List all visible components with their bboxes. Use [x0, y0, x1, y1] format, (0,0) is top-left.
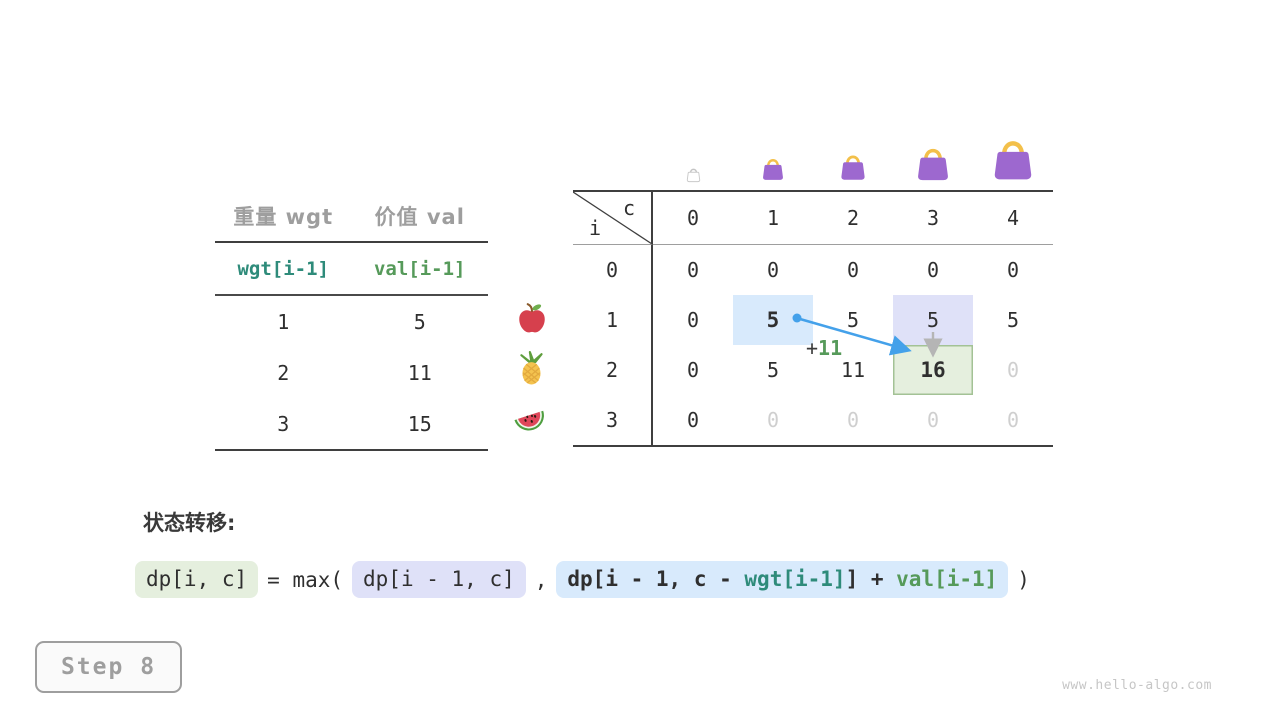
bag-empty-icon: [686, 168, 701, 183]
row-header-0: 0: [573, 245, 653, 295]
take-term-mid: ] +: [845, 567, 897, 591]
dp-cell-0-2: 0: [846, 258, 860, 282]
dp-cell-2-2: 11: [840, 358, 866, 382]
dp-cell-0-0: 0: [686, 258, 700, 282]
col-header-1: 1: [733, 192, 813, 245]
item-weight: 2: [277, 360, 290, 385]
item-var-label: i: [589, 216, 602, 240]
weight-column-header: 重量 wgt: [233, 204, 334, 229]
pineapple-icon: [520, 351, 543, 385]
step-badge: Step 8: [35, 641, 182, 693]
col-header-0: 0: [653, 192, 733, 245]
dp-cell-0-3: 0: [926, 258, 940, 282]
take-term-wgt: wgt[i-1]: [744, 567, 846, 591]
formula-option-take-term: dp[i - 1, c - wgt[i-1]] + val[i-1]: [556, 561, 1009, 599]
plus-sign: +: [806, 336, 819, 360]
formula-close-paren: ): [1017, 567, 1030, 592]
col-header-2: 2: [813, 192, 893, 245]
item-row-1: 1 5: [215, 296, 488, 347]
dp-cell-3-2: 0: [846, 408, 860, 432]
dp-cell-2-0: 0: [686, 358, 700, 382]
formula-result-term: dp[i, c]: [135, 561, 259, 599]
item-row-2: 2 11: [215, 347, 488, 398]
add-value-annotation: +11: [806, 336, 842, 360]
item-value: 15: [407, 411, 432, 436]
dp-cell-2-3-target-highlight: 16: [893, 345, 973, 395]
row-header-2: 2: [573, 345, 653, 395]
divider: [215, 294, 488, 296]
take-term-prefix: dp[i - 1, c -: [567, 567, 745, 591]
dp-cell-0-1: 0: [766, 258, 780, 282]
bag-icon-medium: [841, 155, 865, 180]
dp-cell-1-4: 5: [1006, 308, 1020, 332]
dp-cell-3-3: 0: [926, 408, 940, 432]
item-value: 11: [407, 360, 432, 385]
formula-option-skip-term: dp[i - 1, c]: [352, 561, 526, 599]
divider: [215, 449, 488, 451]
dp-cell-3-1: 0: [766, 408, 780, 432]
watermelon-icon: [514, 410, 544, 431]
dp-table-corner: c i: [573, 192, 653, 245]
dp-table: c i 0 1 2 3 4 0 0 0 0 0 0 1 0 5 5 5 5 2 …: [573, 190, 1053, 447]
row-header-1: 1: [573, 295, 653, 345]
col-header-3: 3: [893, 192, 973, 245]
formula-equals-max: = max(: [267, 567, 344, 592]
items-table: 重量 wgt 价值 val wgt[i-1] val[i-1] 1 5 2 11…: [215, 190, 488, 451]
item-weight: 3: [277, 411, 290, 436]
dp-cell-2-1: 5: [766, 358, 780, 382]
items-table-header: 重量 wgt 价值 val: [215, 190, 488, 241]
dp-cell-3-4: 0: [1006, 408, 1020, 432]
item-value: 5: [413, 309, 426, 334]
dp-cell-3-0: 0: [686, 408, 700, 432]
apple-icon: [519, 303, 545, 333]
added-value: 11: [818, 336, 843, 360]
corner-diagonal-line: [573, 192, 653, 245]
col-header-4: 4: [973, 192, 1053, 245]
item-row-3: 3 15: [215, 398, 488, 449]
take-term-val: val[i-1]: [896, 567, 998, 591]
divider: [215, 241, 488, 243]
wgt-index-label: wgt[i-1]: [237, 257, 329, 280]
dp-cell-2-4: 0: [1006, 358, 1020, 382]
item-weight: 1: [277, 309, 290, 334]
bag-icon-small: [763, 159, 783, 180]
items-table-index-row: wgt[i-1] val[i-1]: [215, 243, 488, 294]
formula-comma: ,: [534, 567, 548, 592]
capacity-var-label: c: [622, 196, 635, 220]
value-column-header: 价值 val: [374, 204, 465, 229]
row-header-3: 3: [573, 395, 653, 445]
state-transition-title: 状态转移:: [143, 511, 236, 535]
dp-cell-1-1-source-highlight: 5: [733, 295, 813, 345]
dp-cell-0-4: 0: [1006, 258, 1020, 282]
val-index-label: val[i-1]: [373, 257, 466, 280]
dp-cell-1-0: 0: [686, 308, 700, 332]
state-transition-formula: dp[i, c] = max( dp[i - 1, c] , dp[i - 1,…: [135, 561, 1030, 599]
bag-icon-xlarge: [994, 141, 1032, 180]
dp-cell-1-3-source-highlight: 5: [893, 295, 973, 345]
watermark: www.hello-algo.com: [1062, 678, 1212, 693]
bag-icon-large: [918, 148, 948, 181]
